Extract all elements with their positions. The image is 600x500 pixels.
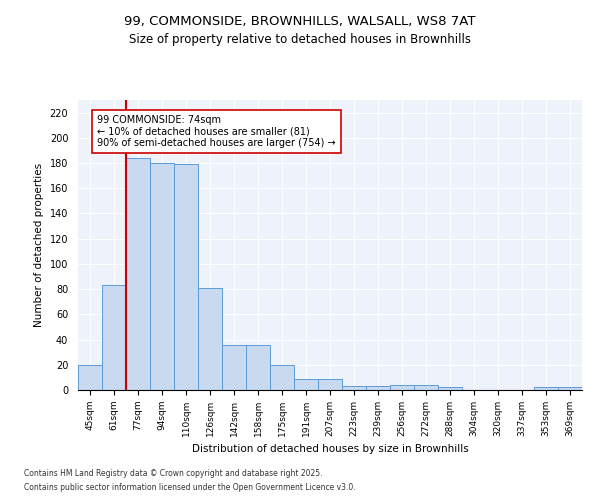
Bar xyxy=(270,365,294,390)
Bar xyxy=(150,163,174,390)
Bar xyxy=(102,286,126,390)
Bar xyxy=(366,386,390,390)
Text: 99 COMMONSIDE: 74sqm
← 10% of detached houses are smaller (81)
90% of semi-detac: 99 COMMONSIDE: 74sqm ← 10% of detached h… xyxy=(97,115,336,148)
Bar xyxy=(78,365,102,390)
Y-axis label: Number of detached properties: Number of detached properties xyxy=(34,163,44,327)
Bar xyxy=(126,158,150,390)
Bar xyxy=(414,385,438,390)
Bar xyxy=(318,378,342,390)
Bar xyxy=(222,344,246,390)
X-axis label: Distribution of detached houses by size in Brownhills: Distribution of detached houses by size … xyxy=(191,444,469,454)
Bar xyxy=(198,288,222,390)
Bar xyxy=(390,385,414,390)
Text: Contains HM Land Registry data © Crown copyright and database right 2025.: Contains HM Land Registry data © Crown c… xyxy=(24,468,323,477)
Bar xyxy=(174,164,198,390)
Bar xyxy=(438,388,462,390)
Bar xyxy=(294,378,318,390)
Text: 99, COMMONSIDE, BROWNHILLS, WALSALL, WS8 7AT: 99, COMMONSIDE, BROWNHILLS, WALSALL, WS8… xyxy=(124,15,476,28)
Bar xyxy=(558,388,582,390)
Bar xyxy=(342,386,366,390)
Bar xyxy=(534,388,558,390)
Bar xyxy=(246,344,270,390)
Text: Size of property relative to detached houses in Brownhills: Size of property relative to detached ho… xyxy=(129,32,471,46)
Text: Contains public sector information licensed under the Open Government Licence v3: Contains public sector information licen… xyxy=(24,484,356,492)
